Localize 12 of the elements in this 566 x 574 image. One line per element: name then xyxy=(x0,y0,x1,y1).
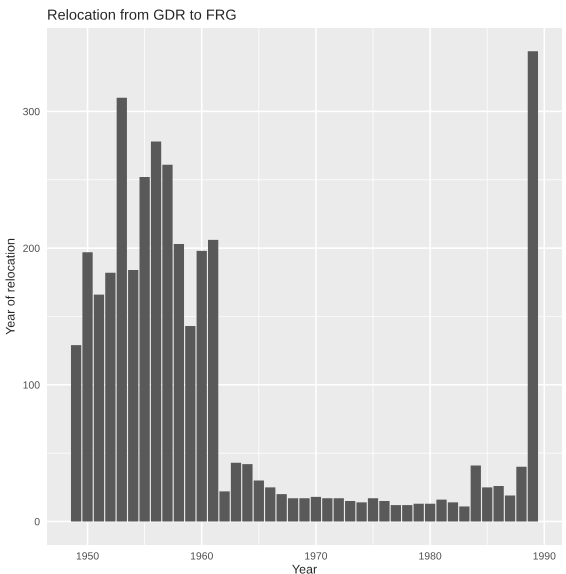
chart-title: Relocation from GDR to FRG xyxy=(48,9,236,20)
y-tick-label: 0 xyxy=(34,518,40,526)
x-tick-label: 1970 xyxy=(305,552,328,560)
x-tick-label: 1990 xyxy=(534,552,556,560)
y-tick-label: 100 xyxy=(23,381,40,389)
x-axis-title: Year xyxy=(292,564,317,574)
y-tick-label: 200 xyxy=(23,244,40,252)
x-tick-label: 1980 xyxy=(419,552,442,560)
y-tick-label: 300 xyxy=(23,108,40,116)
y-axis-title: Year of relocation xyxy=(5,238,15,335)
x-tick-label: 1950 xyxy=(76,552,99,560)
x-tick-label: 1960 xyxy=(190,552,213,560)
